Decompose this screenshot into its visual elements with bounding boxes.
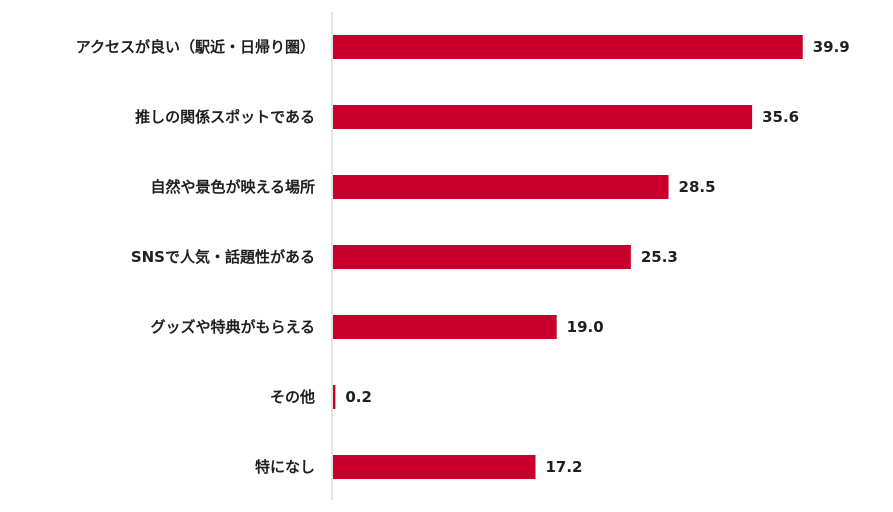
bar-3 [333,175,669,199]
value-label-4: 25.3 [641,248,678,266]
value-label-5: 19.0 [567,318,604,336]
bar-2 [333,105,753,129]
bar-6 [333,385,336,409]
value-label-7: 17.2 [545,458,582,476]
labels-group: アクセスが良い（駅近・日帰り圏） 39.9 推しの関係スポットである 35.6 自然や景… [76,38,850,476]
category-label-5: グッズや特典がもらえる [150,318,315,336]
value-label-6: 0.2 [345,388,372,406]
category-label-1: アクセスが良い（駅近・日帰り圏） [76,38,315,56]
bar-7 [333,455,536,479]
category-label-4: SNSで人気・話題性がある [131,248,315,266]
bar-4 [333,245,631,269]
value-label-2: 35.6 [762,108,799,126]
bars-group [333,35,803,479]
bar-1 [333,35,803,59]
category-label-6: その他 [270,388,315,406]
value-label-1: 39.9 [813,38,850,56]
category-label-2: 推しの関係スポットである [135,108,315,126]
bar-5 [333,315,557,339]
category-label-3: 自然や景色が映える場所 [150,178,315,196]
category-label-7: 特になし [255,458,315,476]
value-label-3: 28.5 [679,178,716,196]
